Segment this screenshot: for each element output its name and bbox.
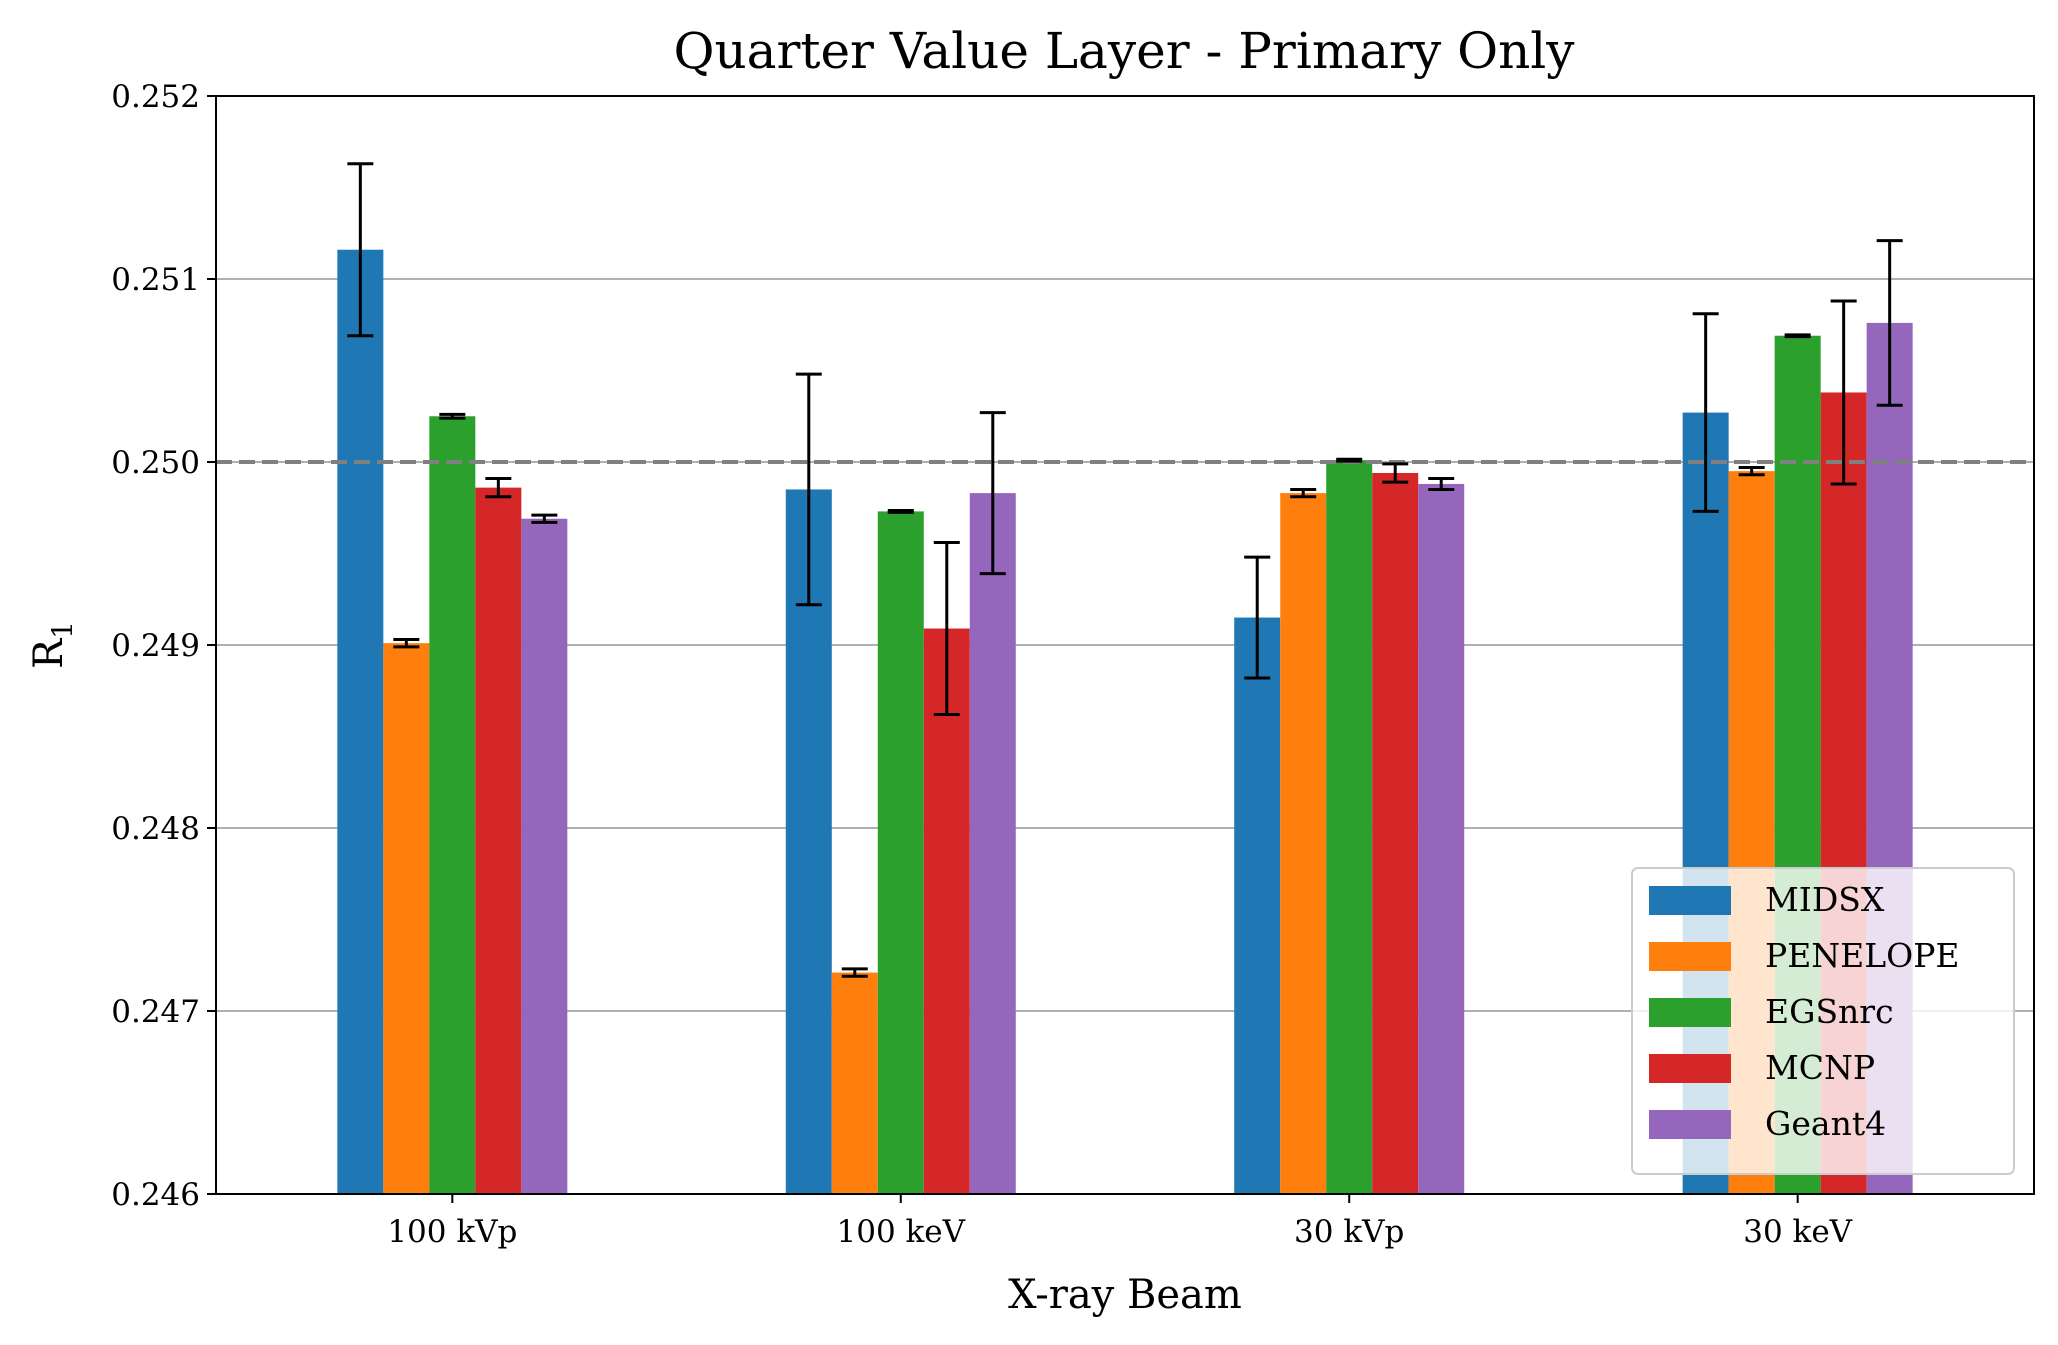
- x-tick-label: 30 keV: [1743, 1214, 1852, 1250]
- bar: [785, 489, 832, 1194]
- bar: [877, 511, 924, 1194]
- y-tick-label: 0.247: [111, 994, 200, 1030]
- error-bar: [1428, 476, 1455, 491]
- legend-swatch: [1649, 1054, 1731, 1083]
- error-bar: [795, 372, 822, 607]
- bar: [521, 518, 568, 1194]
- x-tick-label: 30 kVp: [1294, 1214, 1404, 1250]
- bar: [969, 493, 1016, 1194]
- y-axis-label-main: R: [26, 637, 72, 669]
- x-tick-label: 100 keV: [837, 1214, 966, 1250]
- error-bar: [933, 541, 960, 717]
- legend: MIDSX PENELOPE EGSnrc MCNP Geant4: [1631, 867, 2015, 1175]
- legend-label: MCNP: [1765, 1048, 1875, 1087]
- y-tick-label: 0.246: [111, 1177, 200, 1213]
- legend-swatch: [1649, 942, 1731, 971]
- legend-label: Geant4: [1765, 1104, 1886, 1143]
- legend-label: PENELOPE: [1765, 936, 1960, 975]
- x-axis-ticks: 100 kVp 100 keV 30 kVp 30 keV: [387, 1194, 1853, 1250]
- bar: [337, 249, 384, 1195]
- error-bar: [485, 476, 512, 499]
- error-bar: [347, 162, 374, 338]
- bar: [475, 487, 522, 1194]
- error-bar: [439, 412, 466, 420]
- error-bar: [1784, 333, 1811, 339]
- error-bar: [1738, 465, 1765, 477]
- y-axis-ticks: 0.246 0.247 0.248 0.249 0.250 0.251 0.252: [111, 79, 216, 1213]
- error-bar: [393, 638, 420, 649]
- error-bar: [841, 967, 868, 978]
- error-bar: [979, 411, 1006, 576]
- y-tick-label: 0.248: [111, 811, 200, 847]
- legend-label: EGSnrc: [1765, 992, 1894, 1031]
- bar: [429, 416, 476, 1194]
- legend-label: MIDSX: [1765, 880, 1885, 919]
- error-bar: [1830, 299, 1857, 486]
- error-bar: [1382, 462, 1409, 484]
- bar: [831, 972, 878, 1194]
- error-bars: [347, 162, 1903, 978]
- bar: [1372, 472, 1419, 1195]
- error-bar: [1692, 312, 1719, 513]
- bar: [1326, 460, 1373, 1194]
- error-bar: [1336, 457, 1363, 463]
- y-tick-label: 0.249: [111, 628, 200, 664]
- bar: [1234, 617, 1281, 1194]
- error-bar: [1876, 239, 1903, 407]
- bar: [923, 628, 970, 1194]
- bar: [1280, 493, 1327, 1194]
- chart-title: Quarter Value Layer - Primary Only: [673, 22, 1575, 80]
- bar: [383, 643, 430, 1194]
- y-tick-label: 0.250: [111, 445, 200, 481]
- error-bar: [531, 513, 558, 524]
- y-tick-label: 0.251: [111, 262, 200, 298]
- y-axis-label: R1: [26, 621, 79, 669]
- error-bar: [1290, 487, 1317, 499]
- legend-swatch: [1649, 886, 1731, 915]
- legend-swatch: [1649, 1110, 1731, 1139]
- bar: [1418, 483, 1465, 1195]
- x-axis-label: X-ray Beam: [1008, 1272, 1242, 1318]
- x-tick-label: 100 kVp: [387, 1214, 517, 1250]
- legend-swatch: [1649, 998, 1731, 1027]
- error-bar: [1244, 555, 1271, 680]
- error-bar: [887, 508, 914, 514]
- y-tick-label: 0.252: [111, 79, 200, 115]
- y-axis-label-subscript: 1: [46, 621, 79, 639]
